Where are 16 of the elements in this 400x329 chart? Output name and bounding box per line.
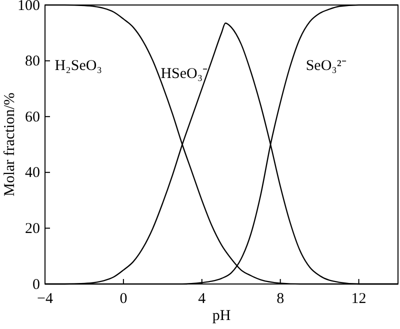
x-tick-label: 0 <box>120 291 128 307</box>
x-axis-title: pH <box>212 308 231 324</box>
y-tick-label: 0 <box>32 276 40 293</box>
text: H₂SeO₃ <box>54 58 102 74</box>
x-tick-label: 4 <box>198 291 206 307</box>
y-tick-label: 40 <box>25 165 40 182</box>
y-tick-label: 80 <box>25 54 40 70</box>
series-label: SeO₃²⁻ <box>306 58 346 74</box>
x-tick-label: 12 <box>351 291 366 307</box>
y-axis-title: Molar fraction/% <box>2 92 18 196</box>
x-tick-label: 8 <box>276 291 284 307</box>
x-tick-label: −4 <box>37 291 54 307</box>
series-label: HSeO₃⁻ <box>160 66 208 82</box>
y-tick-label: 60 <box>25 109 40 126</box>
y-tick-label: 20 <box>25 221 40 237</box>
y-tick-label: 100 <box>18 0 40 14</box>
